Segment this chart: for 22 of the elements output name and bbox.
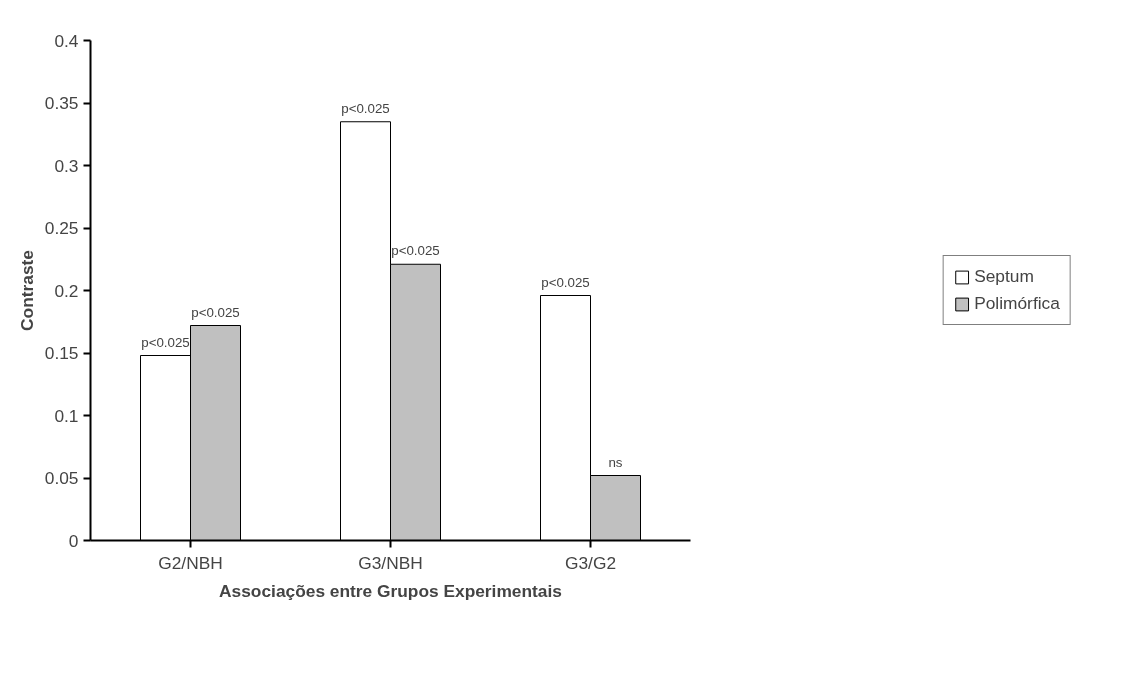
y-tick-label: 0.4 (54, 30, 79, 51)
y-tick-label: 0.2 (54, 280, 79, 301)
data-label: p<0.025 (141, 334, 190, 350)
x-tick-label: G3/G2 (564, 552, 617, 573)
y-tick-label: 0.3 (54, 155, 79, 176)
legend-label: Septum (974, 266, 1034, 287)
x-tick-label: G3/NBH (358, 552, 423, 573)
data-label: p<0.025 (341, 100, 390, 116)
y-tick-label: 0 (68, 530, 79, 551)
x-axis-title: Associações entre Grupos Experimentais (219, 580, 562, 601)
y-tick-label: 0.15 (44, 343, 79, 363)
y-axis-title: Contraste (16, 249, 37, 331)
data-label: p<0.025 (391, 243, 440, 259)
data-label: p<0.025 (541, 274, 590, 290)
data-label: p<0.025 (191, 304, 240, 320)
y-tick-label: 0.25 (44, 218, 79, 238)
x-tick-label: G2/NBH (158, 552, 223, 573)
y-tick-label: 0.05 (44, 468, 79, 488)
data-label: ns (608, 454, 623, 470)
y-tick-label: 0.1 (54, 405, 79, 426)
legend-label: Polimórfica (974, 293, 1060, 314)
y-tick-label: 0.35 (44, 93, 79, 113)
